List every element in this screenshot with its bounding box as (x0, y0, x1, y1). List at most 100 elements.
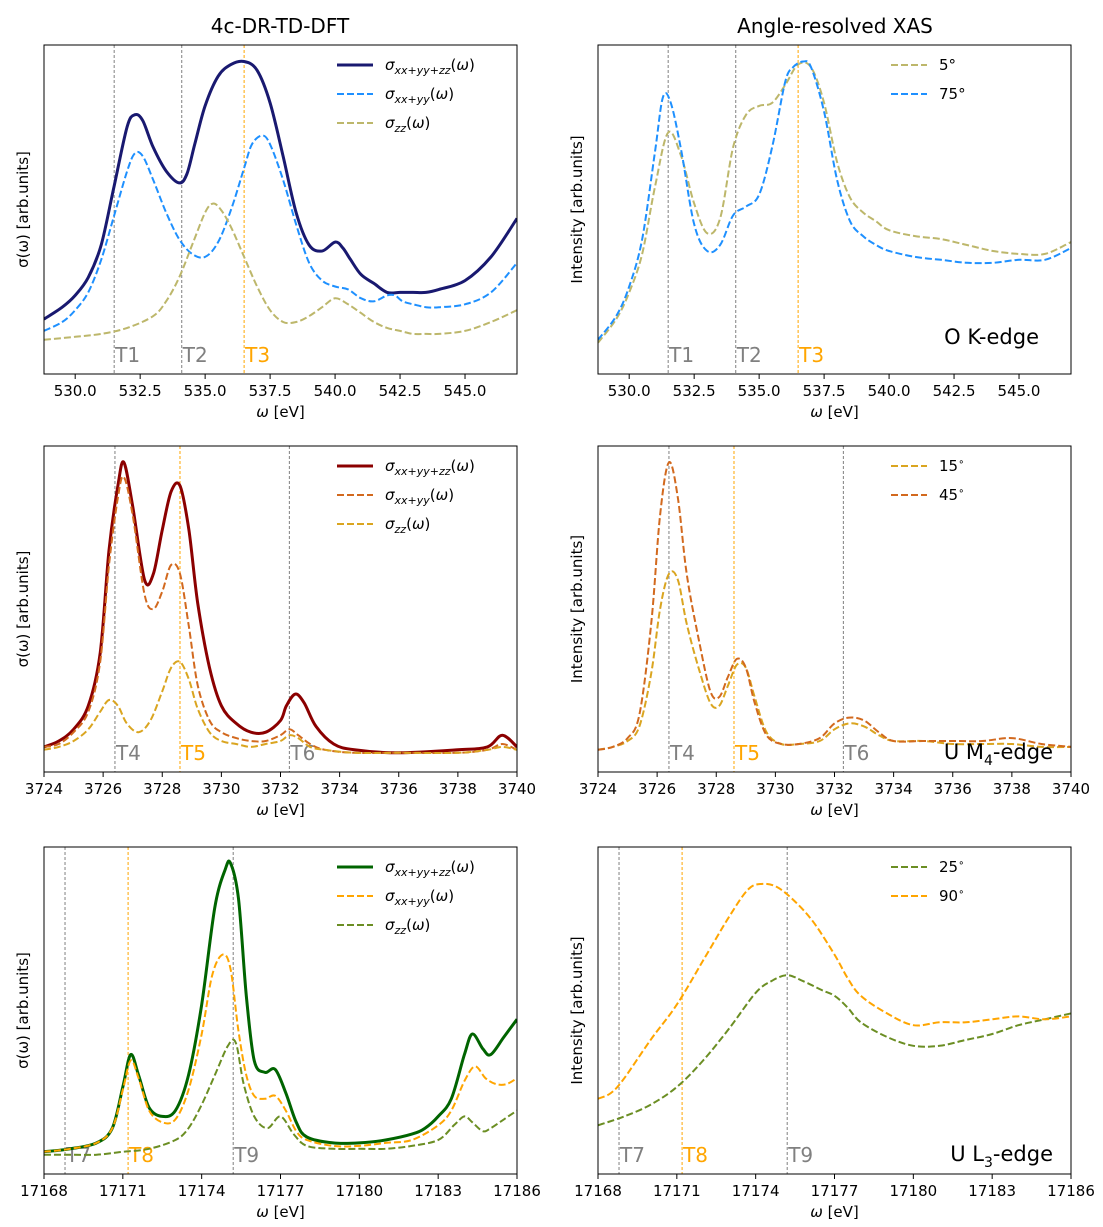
legend-label-2-sub: zz (394, 122, 407, 135)
legend-label-1-sigma: σ (385, 85, 395, 103)
legend-label-1-sub: xx+yy (394, 494, 431, 507)
x-tick-label: 3724 (25, 780, 63, 798)
transition-label-t8: T8 (682, 1143, 708, 1167)
transition-label-t9: T9 (233, 1143, 259, 1167)
legend-label-0-close: ) (469, 858, 475, 876)
x-tick-label: 3726 (84, 780, 122, 798)
legend-label-2-sigma: σ (385, 114, 395, 132)
legend-label-0-omega: ω (456, 56, 469, 74)
x-axis-label-omega: ω (256, 801, 269, 819)
panel-u-m4-xas: T4 T5 T6 3724 3726 3728 3730 3732 3734 3736 3738 37… (568, 445, 1090, 819)
x-tick-label: 17174 (178, 1182, 226, 1200)
legend-label-0-sub: xx+yy+zz (394, 64, 451, 77)
legend-label-degree: ∘ (958, 486, 964, 497)
edge-label: U M4-edge (944, 740, 1053, 769)
x-tick-label: 537.5 (249, 382, 292, 400)
legend-label-1-sigma: σ (385, 887, 395, 905)
legend-label-1: σxx+yy(ω) (385, 85, 454, 106)
x-tick-label: 537.5 (803, 382, 846, 400)
x-tick-label: 535.0 (738, 382, 781, 400)
series-line-0 (598, 974, 1071, 1127)
legend-label-0-close: ) (469, 457, 475, 475)
x-axis-label: ω [eV] (810, 1203, 859, 1221)
edge-label-main: U M (944, 740, 984, 764)
x-axis-label-omega: ω (256, 403, 269, 421)
x-tick-label: 3732 (261, 780, 299, 798)
legend-label-1: 75° (939, 85, 966, 103)
x-tick-label: 17186 (1047, 1182, 1095, 1200)
legend-label-1-close: ) (448, 85, 454, 103)
legend-label-2-sigma: σ (385, 916, 395, 934)
legend-label-0-arg: ( (451, 457, 457, 475)
series-line-0 (44, 59, 517, 321)
panel-o-kedge-xas: T1 T2 T3 530.0 532.5 535.0 537.5 540.0 542.5 545.… (568, 44, 1072, 421)
legend-label-value: 25 (939, 858, 958, 876)
x-axis-label-omega: ω (810, 801, 823, 819)
legend-label-2-arg: ( (406, 114, 412, 132)
x-axis-label-unit: [eV] (823, 1203, 859, 1221)
transition-label-t2: T2 (182, 343, 208, 367)
x-tick-label: 17180 (889, 1182, 937, 1200)
x-tick-label: 17183 (968, 1182, 1016, 1200)
x-axis-label: ω [eV] (256, 801, 305, 819)
x-tick-label: 542.5 (379, 382, 422, 400)
x-axis-label-unit: [eV] (823, 403, 859, 421)
legend-label-0-omega: ω (456, 858, 469, 876)
transition-label-t1: T1 (668, 343, 694, 367)
x-tick-label: 17171 (99, 1182, 147, 1200)
x-tick-label: 3734 (875, 780, 913, 798)
panel-o-kedge-theory: T1 T2 T3 530.0 532.5 535.0 537.5 540.0 542.5 545.… (14, 44, 518, 421)
series-layer (44, 460, 517, 755)
x-axis-label: ω [eV] (810, 403, 859, 421)
x-tick-label: 17183 (414, 1182, 462, 1200)
legend-label-1: σxx+yy(ω) (385, 486, 454, 507)
legend-label-1-arg: ( (430, 486, 436, 504)
x-tick-label: 535.0 (184, 382, 227, 400)
transition-label-t5: T5 (734, 741, 760, 765)
x-axis-label-omega: ω (810, 403, 823, 421)
transition-label-t6: T6 (289, 741, 315, 765)
series-line-1 (598, 60, 1071, 341)
x-tick-label: 3736 (380, 780, 418, 798)
legend-label-0-sigma: σ (385, 858, 395, 876)
transition-label-t5: T5 (180, 741, 206, 765)
column-title-right: Angle-resolved XAS (737, 14, 933, 38)
legend-label-0: σxx+yy+zz(ω) (385, 858, 475, 879)
series-line-2 (44, 1038, 517, 1156)
y-axis-label: Intensity [arb.units] (568, 535, 586, 683)
legend-label-0-sub: xx+yy+zz (394, 465, 451, 478)
plot-frame (597, 44, 1072, 375)
x-tick-label: 17186 (493, 1182, 541, 1200)
legend-label-0: σxx+yy+zz(ω) (385, 457, 475, 478)
legend-label-1: 90∘ (939, 887, 964, 905)
series-layer (598, 461, 1071, 751)
column-title-left: 4c-DR-TD-DFT (211, 14, 350, 38)
x-tick-label: 532.5 (673, 382, 716, 400)
plot-frame (43, 44, 518, 375)
x-tick-label: 17171 (653, 1182, 701, 1200)
legend-label-value: 15 (939, 457, 958, 475)
transition-label-t3: T3 (244, 343, 270, 367)
x-tick-label: 540.0 (314, 382, 357, 400)
x-tick-label: 542.5 (933, 382, 976, 400)
x-tick-label: 545.0 (444, 382, 487, 400)
x-axis-label-omega: ω (256, 1203, 269, 1221)
transition-label-t8: T8 (128, 1143, 154, 1167)
legend-label-1-sigma: σ (385, 486, 395, 504)
series-layer (44, 859, 517, 1156)
transition-label-t9: T9 (787, 1143, 813, 1167)
legend-label-1-close: ) (448, 887, 454, 905)
x-tick-label: 532.5 (119, 382, 162, 400)
panel-u-m4-theory: T4 T5 T6 3724 3726 3728 3730 3732 3734 3736 3738 37… (14, 445, 536, 819)
series-line-2 (44, 202, 517, 341)
edge-label: U L3-edge (950, 1142, 1053, 1171)
edge-label-sub: 4 (984, 753, 993, 769)
x-tick-label: 540.0 (868, 382, 911, 400)
legend-label-2: σzz(ω) (385, 114, 430, 135)
x-axis-label-unit: [eV] (269, 801, 305, 819)
legend-label-2-arg: ( (406, 916, 412, 934)
legend-label-2-sub: zz (394, 523, 407, 536)
x-tick-label: 3724 (579, 780, 617, 798)
x-tick-label: 3728 (143, 780, 181, 798)
legend-label-2-omega: ω (412, 114, 425, 132)
